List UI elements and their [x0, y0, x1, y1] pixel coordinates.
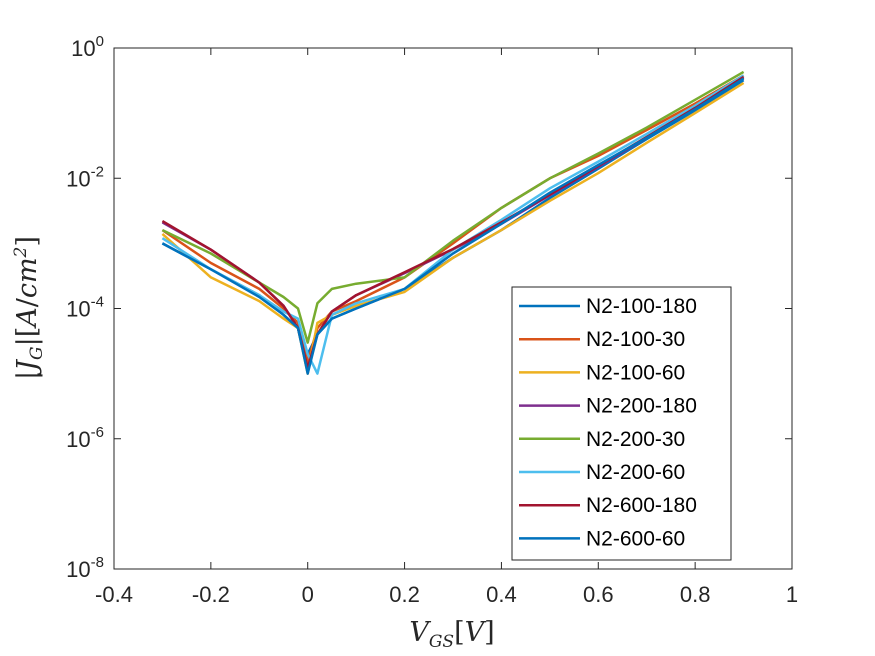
legend-label: N2-200-30 [586, 428, 685, 451]
y-tick-label: 10-4 [66, 294, 104, 322]
y-axis: 10-8 10-6 10-4 10-2 100 [66, 33, 792, 582]
series-line-n2-600-60 [161, 77, 745, 375]
legend-label: N2-200-180 [586, 395, 697, 418]
x-tick-label: 0 [302, 582, 314, 607]
legend-label: N2-600-60 [586, 527, 685, 550]
y-tick-label: 10-6 [66, 424, 104, 452]
legend-label: N2-100-30 [586, 328, 685, 351]
series-layer [161, 70, 745, 375]
y-tick-label: 100 [71, 33, 104, 61]
x-tick-label: 1 [786, 582, 798, 607]
x-tick-label: 0.4 [486, 582, 517, 607]
series-line-n2-100-60 [161, 81, 745, 375]
x-tick-label: -0.2 [192, 582, 230, 607]
x-tick-label: 0.8 [680, 582, 711, 607]
x-axis: -0.4 -0.2 0 0.2 0.4 0.6 0.8 1 [95, 48, 798, 607]
x-tick-label: 0.2 [389, 582, 420, 607]
legend-label: N2-100-180 [586, 295, 697, 318]
series-line-n2-200-60 [161, 74, 745, 375]
x-tick-label: -0.4 [95, 582, 133, 607]
y-tick-label: 10-2 [66, 163, 104, 191]
series-line-n2-200-30 [161, 70, 745, 344]
legend-label: N2-600-180 [586, 494, 697, 517]
x-tick-label: 0.6 [583, 582, 614, 607]
legend-label: N2-100-60 [586, 361, 685, 384]
legend-label: N2-200-60 [586, 461, 685, 484]
series-line-n2-100-30 [161, 74, 745, 364]
legend: N2-100-180 N2-100-30 N2-100-60 N2-200-180 N2… [511, 286, 732, 561]
y-tick-label: 10-8 [66, 554, 104, 582]
